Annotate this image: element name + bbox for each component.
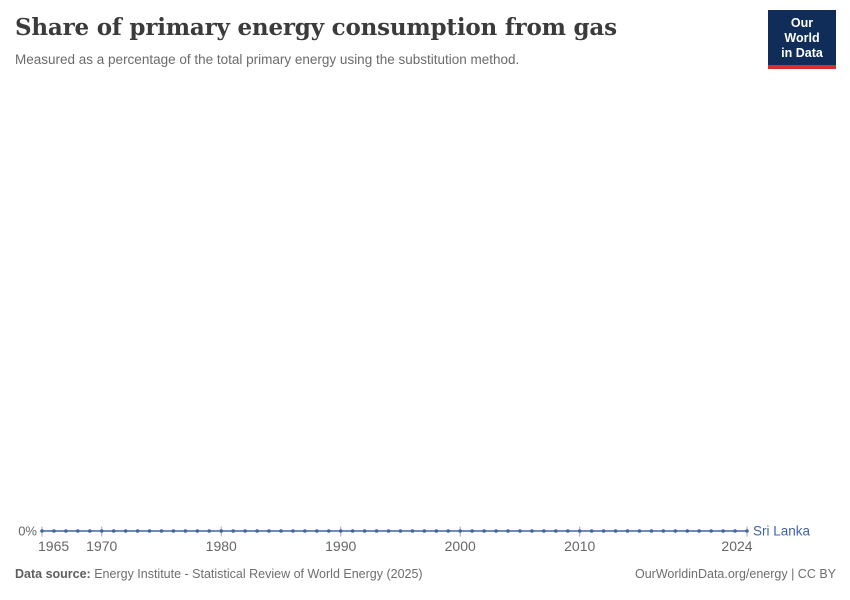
data-point <box>625 529 630 533</box>
entity-label[interactable]: Sri Lanka <box>753 524 811 539</box>
data-point <box>601 529 606 533</box>
y-axis-label: 0% <box>18 524 37 539</box>
data-point <box>673 529 678 533</box>
data-point <box>40 529 44 533</box>
data-point <box>326 529 331 533</box>
data-point <box>243 529 247 533</box>
data-point <box>219 529 224 533</box>
data-point <box>267 529 271 533</box>
data-point <box>195 529 200 533</box>
data-point <box>565 529 570 533</box>
data-point <box>279 529 283 533</box>
data-point <box>398 529 403 533</box>
data-point <box>207 529 212 533</box>
data-point <box>721 529 725 533</box>
data-source-text: Energy Institute - Statistical Review of… <box>90 567 423 581</box>
data-point <box>745 529 749 533</box>
owid-logo-line2: in Data <box>781 45 823 60</box>
data-point <box>685 529 690 533</box>
data-point <box>374 529 379 533</box>
data-point <box>589 529 594 533</box>
data-point <box>135 529 140 533</box>
x-tick-label: 1980 <box>206 538 237 554</box>
data-point <box>231 529 235 533</box>
data-point <box>446 529 451 533</box>
data-point <box>76 529 80 533</box>
x-tick-label: 1970 <box>86 538 117 554</box>
owid-logo-line1: Our World <box>784 16 820 45</box>
data-point <box>315 529 319 533</box>
chart-subtitle: Measured as a percentage of the total pr… <box>15 52 520 67</box>
data-point <box>482 529 486 533</box>
data-point <box>733 529 737 533</box>
data-point <box>410 529 415 533</box>
chart-footer: Data source: Energy Institute - Statisti… <box>15 567 836 581</box>
chart-title: Share of primary energy consumption from… <box>15 14 617 41</box>
data-point <box>183 529 188 533</box>
x-tick-label: 2010 <box>564 538 595 554</box>
x-tick-label: 1990 <box>325 538 356 554</box>
data-point <box>518 529 522 533</box>
data-point <box>111 529 116 533</box>
data-point <box>637 529 642 533</box>
data-point <box>649 529 654 533</box>
data-point <box>506 529 510 533</box>
data-point <box>350 529 355 533</box>
data-point <box>99 529 104 533</box>
data-point <box>530 529 534 533</box>
data-point <box>147 529 152 533</box>
data-point <box>171 529 176 533</box>
data-source: Data source: Energy Institute - Statisti… <box>15 567 423 581</box>
data-point <box>554 529 558 533</box>
x-tick-label: 1965 <box>38 538 69 554</box>
data-point <box>386 529 391 533</box>
x-tick-label: 2000 <box>445 538 476 554</box>
data-point <box>64 529 68 533</box>
data-source-label: Data source: <box>15 567 91 581</box>
data-point <box>434 529 439 533</box>
owid-logo[interactable]: Our World in Data <box>768 10 836 70</box>
data-point <box>470 529 474 533</box>
data-point <box>613 529 618 533</box>
data-point <box>709 529 713 533</box>
data-point <box>458 529 463 533</box>
footer-link[interactable]: OurWorldinData.org/energy | CC BY <box>634 567 836 581</box>
data-point <box>422 529 427 533</box>
data-point <box>362 529 367 533</box>
x-tick-label: 2024 <box>721 538 752 554</box>
data-point <box>577 529 582 533</box>
data-point <box>697 529 702 533</box>
data-point <box>303 529 307 533</box>
data-point <box>123 529 128 533</box>
data-point <box>661 529 666 533</box>
data-point <box>291 529 295 533</box>
data-point <box>494 529 498 533</box>
data-point <box>159 529 164 533</box>
data-point <box>338 529 343 533</box>
data-point <box>255 529 259 533</box>
data-point <box>542 529 546 533</box>
data-point <box>87 529 92 533</box>
data-point <box>52 529 56 533</box>
